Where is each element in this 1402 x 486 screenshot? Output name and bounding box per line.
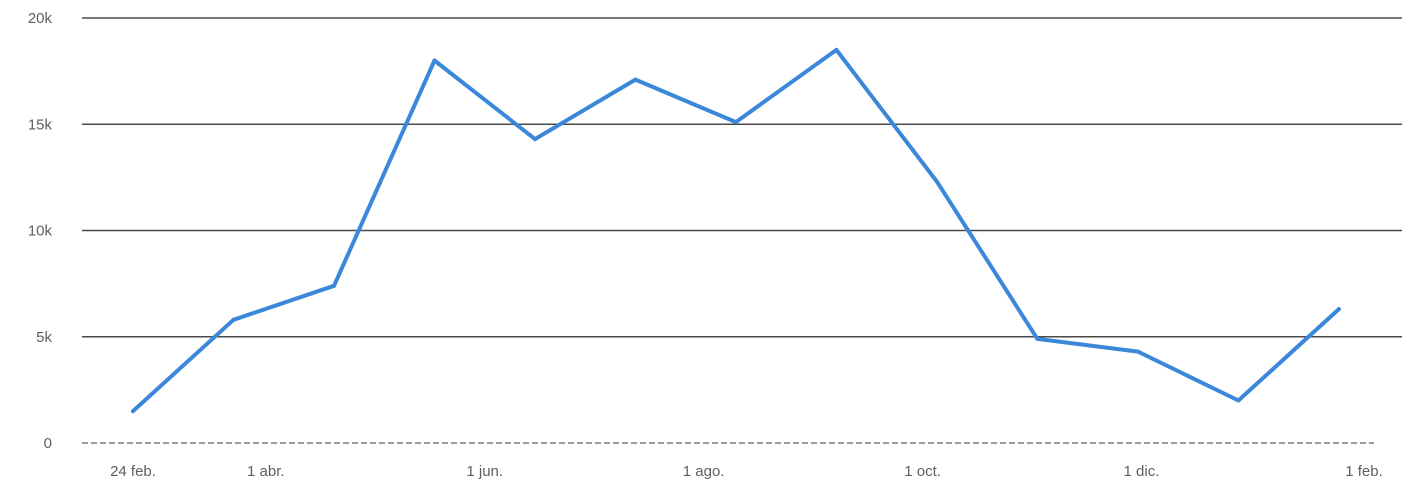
x-tick-label: 24 feb.: [110, 463, 156, 480]
data-point: [834, 47, 839, 52]
x-tick-label: 1 abr.: [247, 463, 285, 480]
y-tick-label: 15k: [28, 116, 53, 133]
y-tick-label: 5k: [36, 329, 52, 346]
data-point: [733, 120, 738, 125]
y-tick-label: 10k: [28, 223, 53, 240]
x-tick-label: 1 feb.: [1345, 463, 1383, 480]
y-axis-ticks: 0 5k 10k 15k 20k: [28, 10, 53, 452]
data-point: [231, 317, 236, 322]
x-axis-ticks: 24 feb. 1 abr. 1 jun. 1 ago. 1 oct. 1 dic. 1 f…: [110, 463, 1383, 480]
data-point: [633, 77, 638, 82]
data-point: [1236, 398, 1241, 403]
data-point: [934, 179, 939, 184]
data-point: [131, 409, 135, 414]
x-tick-label: 1 jun.: [466, 463, 503, 480]
y-tick-label: 20k: [28, 10, 53, 27]
data-point: [432, 58, 437, 63]
x-tick-label: 1 dic.: [1124, 463, 1160, 480]
x-tick-label: 1 ago.: [683, 463, 725, 480]
x-tick-label: 1 oct.: [904, 463, 941, 480]
data-point: [1135, 349, 1140, 354]
data-point: [532, 137, 537, 142]
grid-layer: [82, 17, 1402, 338]
data-point: [1336, 307, 1341, 312]
y-tick-label: 0: [44, 435, 52, 452]
data-point: [1035, 336, 1040, 341]
data-point: [331, 283, 336, 288]
series-layer: [131, 47, 1341, 414]
